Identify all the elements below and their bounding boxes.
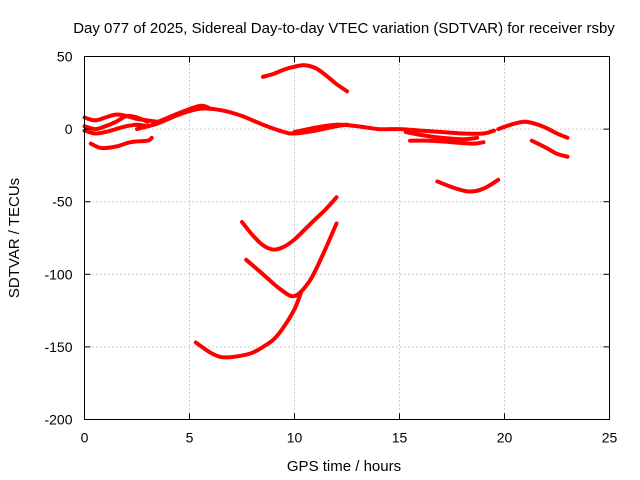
- x-tick-label: 10: [287, 430, 303, 446]
- series-arc-8: [292, 122, 496, 136]
- series-arc-13: [435, 177, 501, 194]
- series-arc-2: [82, 113, 150, 132]
- series-arc-5: [135, 106, 349, 136]
- series-arc-14: [240, 195, 339, 252]
- x-tick-label: 5: [186, 430, 194, 446]
- series-arc-6: [156, 103, 213, 124]
- x-tick-label: 0: [81, 430, 89, 446]
- series-arc-4: [88, 135, 154, 151]
- x-tick-label: 25: [602, 430, 618, 446]
- x-tick-label: 20: [497, 430, 513, 446]
- y-tick-label: -150: [44, 339, 72, 355]
- series-arc-12: [529, 138, 570, 159]
- series-arc-7: [261, 63, 349, 94]
- x-tick-label: 15: [392, 430, 408, 446]
- series-arc-10: [408, 138, 486, 146]
- y-axis-label: SDTVAR / TECUs: [6, 178, 23, 298]
- y-tick-label: -50: [52, 194, 72, 210]
- series-arc-9: [403, 130, 480, 142]
- axis-ticks: 0 5 10 15 20 25 50 0 -50 -100 -150 -200: [44, 49, 617, 446]
- y-tick-label: -200: [44, 412, 72, 428]
- series-arc-11: [496, 119, 570, 140]
- series-arc-16: [193, 291, 303, 360]
- plot-frame: [84, 56, 610, 420]
- series-arc-3: [82, 122, 150, 136]
- chart-title: Day 077 of 2025, Sidereal Day-to-day VTE…: [73, 20, 615, 37]
- data-series: [82, 63, 570, 360]
- y-tick-label: -100: [44, 266, 72, 282]
- series-arc-15: [244, 221, 339, 299]
- grid-lines: [84, 56, 610, 420]
- y-tick-label: 0: [65, 121, 73, 137]
- y-tick-label: 50: [57, 49, 73, 65]
- x-axis-label: GPS time / hours: [287, 458, 401, 475]
